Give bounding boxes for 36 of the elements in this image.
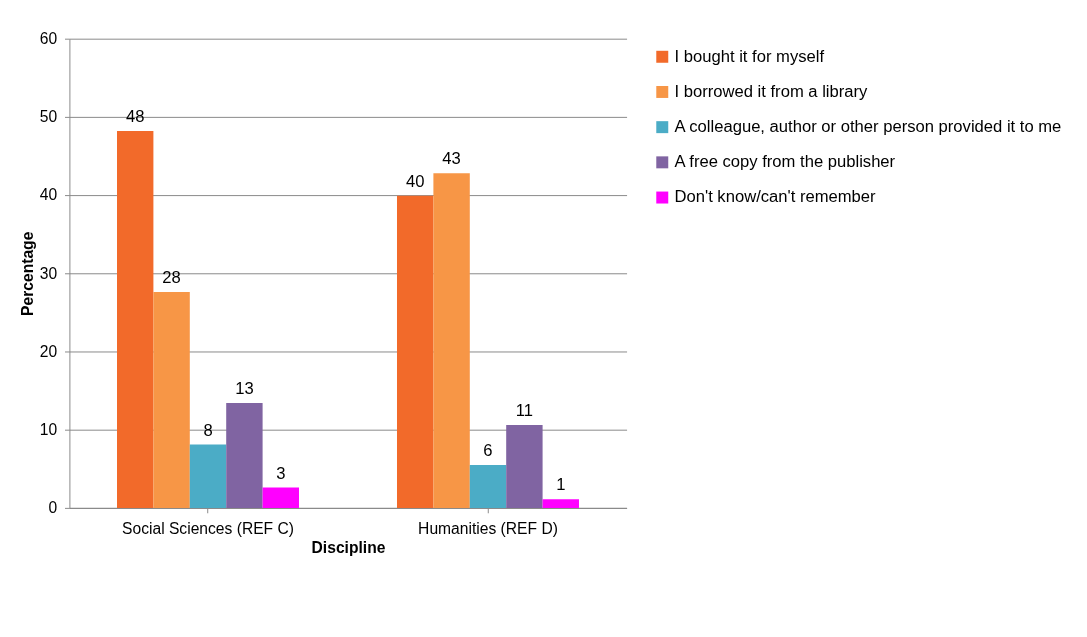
bar	[153, 292, 190, 508]
y-tick-label: 60	[39, 30, 58, 48]
x-axis-title: Discipline	[311, 539, 386, 557]
data-label: 43	[442, 149, 461, 169]
bar	[506, 425, 543, 508]
y-tick-label: 0	[48, 499, 58, 517]
bar	[117, 130, 154, 508]
data-label: 28	[162, 268, 181, 288]
y-tick-label: 40	[39, 186, 58, 204]
legend-label: A free copy from the publisher	[674, 152, 896, 172]
data-label: 13	[235, 379, 254, 399]
legend-label: A colleague, author or other person provided it to me	[674, 117, 1062, 137]
data-label: 48	[125, 107, 145, 127]
data-label: 1	[556, 475, 566, 495]
data-label: 40	[405, 172, 425, 192]
legend-label: I bought it for myself	[674, 46, 825, 66]
bar	[433, 173, 470, 508]
x-tick-label: Humanities (REF D)	[418, 519, 558, 537]
bar	[542, 499, 579, 508]
y-tick-label: 50	[39, 108, 58, 126]
data-label: 6	[483, 441, 493, 461]
legend-label: Don't know/can't remember	[674, 187, 877, 207]
bar	[397, 195, 434, 508]
y-axis-title: Percentage	[18, 231, 36, 316]
data-label: 11	[515, 401, 534, 421]
data-label: 8	[203, 420, 213, 440]
y-tick-label: 10	[39, 421, 58, 439]
legend-label: I borrowed it from a library	[674, 81, 869, 101]
y-tick-label: 30	[39, 264, 58, 282]
y-tick-label: 20	[39, 342, 58, 360]
bar	[189, 444, 227, 508]
bar	[226, 403, 263, 508]
bar	[262, 487, 299, 508]
data-label: 3	[276, 463, 286, 483]
bar	[469, 464, 507, 508]
x-tick-label: Social Sciences (REF C)	[122, 519, 294, 537]
